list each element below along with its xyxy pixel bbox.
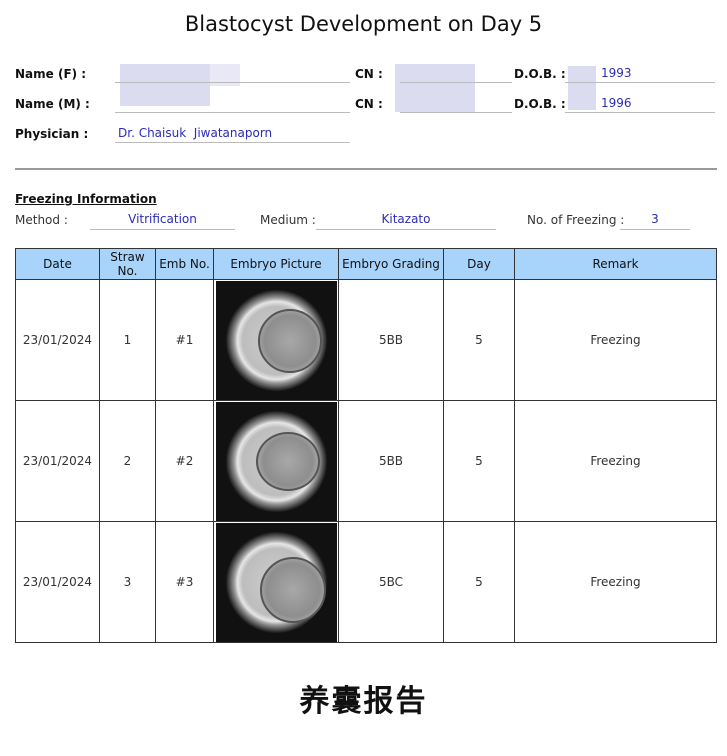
freezing-heading: Freezing Information — [15, 192, 157, 206]
col-grading: Embryo Grading — [338, 248, 444, 280]
day-cell: 5 — [443, 521, 515, 643]
name-f-field — [115, 82, 350, 83]
table-header: Date Straw No. Emb No. Embryo Picture Em… — [15, 248, 717, 280]
medium-field — [316, 229, 496, 230]
physician-label: Physician : — [15, 127, 89, 141]
name-f-label: Name (F) : — [15, 67, 87, 81]
redacted-name-f — [120, 64, 210, 106]
col-day: Day — [443, 248, 515, 280]
date-cell: 23/01/2024 — [15, 279, 100, 401]
emb-cell: #3 — [155, 521, 214, 643]
dob-f-value: 1993 — [601, 66, 632, 80]
day-cell: 5 — [443, 400, 515, 522]
cn-f-field — [400, 82, 512, 83]
date-cell: 23/01/2024 — [15, 521, 100, 643]
name-m-field — [115, 112, 350, 113]
picture-cell — [213, 400, 339, 522]
table-row: 23/01/2024 2 #2 5BB 5 Freezing — [15, 400, 717, 522]
redacted-cn — [395, 64, 475, 112]
grading-cell: 5BC — [338, 521, 444, 643]
straw-cell: 3 — [99, 521, 156, 643]
dob-f-label: D.O.B. : — [514, 67, 566, 81]
day-cell: 5 — [443, 279, 515, 401]
straw-cell: 2 — [99, 400, 156, 522]
grading-cell: 5BB — [338, 400, 444, 522]
method-field — [90, 229, 235, 230]
dob-m-field — [565, 112, 715, 113]
freezing-count-field — [620, 229, 690, 230]
emb-cell: #2 — [155, 400, 214, 522]
cn-m-label: CN : — [355, 97, 383, 111]
method-value: Vitrification — [128, 212, 197, 226]
divider — [15, 168, 717, 170]
name-m-label: Name (M) : — [15, 97, 90, 111]
footer-caption: 养囊报告 — [299, 684, 428, 719]
col-date: Date — [15, 248, 100, 280]
medium-label: Medium : — [260, 213, 316, 227]
picture-cell — [213, 521, 339, 643]
freezing-count-label: No. of Freezing : — [527, 213, 625, 227]
grading-cell: 5BB — [338, 279, 444, 401]
report-title: Blastocyst Development on Day 5 — [184, 12, 543, 36]
straw-cell: 1 — [99, 279, 156, 401]
physician-value: Dr. Chaisuk Jiwatanaporn — [118, 126, 273, 140]
remark-cell: Freezing — [514, 400, 717, 522]
col-picture: Embryo Picture — [213, 248, 339, 280]
freezing-count-value: 3 — [651, 212, 659, 226]
dob-m-value: 1996 — [601, 96, 632, 110]
redacted-dob — [568, 66, 596, 110]
medium-value: Kitazato — [381, 212, 431, 226]
col-straw: Straw No. — [99, 248, 156, 280]
col-emb: Emb No. — [155, 248, 214, 280]
method-label: Method : — [15, 213, 68, 227]
embryo-image — [215, 522, 337, 642]
dob-f-field — [565, 82, 715, 83]
table-row: 23/01/2024 1 #1 5BB 5 Freezing — [15, 279, 717, 401]
physician-field — [115, 142, 350, 143]
dob-m-label: D.O.B. : — [514, 97, 566, 111]
table-row: 23/01/2024 3 #3 5BC 5 Freezing — [15, 521, 717, 643]
emb-cell: #1 — [155, 279, 214, 401]
remark-cell: Freezing — [514, 521, 717, 643]
date-cell: 23/01/2024 — [15, 400, 100, 522]
cn-m-field — [400, 112, 512, 113]
picture-cell — [213, 279, 339, 401]
redacted-block — [210, 64, 240, 86]
remark-cell: Freezing — [514, 279, 717, 401]
embryo-image — [215, 280, 337, 400]
embryo-table: Date Straw No. Emb No. Embryo Picture Em… — [15, 248, 717, 643]
cn-f-label: CN : — [355, 67, 383, 81]
col-remark: Remark — [514, 248, 717, 280]
embryo-image — [215, 401, 337, 521]
